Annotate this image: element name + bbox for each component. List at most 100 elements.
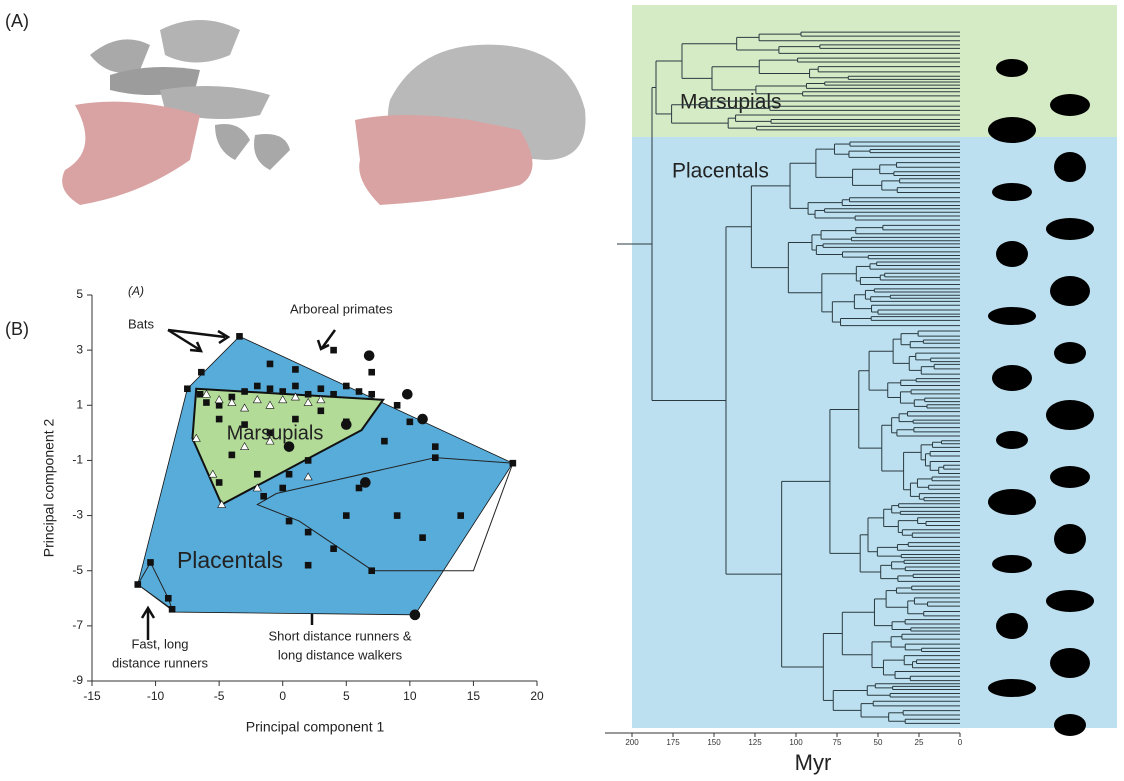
animal-silhouette [1054,524,1086,554]
x-tick-label: -5 [214,689,225,703]
point-square [253,470,261,478]
x-tick-label: 175 [666,738,680,747]
y-tick-label: 5 [76,287,83,301]
point-square [285,470,293,478]
y-tick-label: 3 [76,342,83,356]
point-square [184,385,191,393]
point-square [147,559,154,566]
panel-subtitle: (A) [128,284,144,298]
point-triangle [265,436,275,445]
y-axis-title: Principal component 2 [41,419,57,558]
x-tick-label: 50 [874,738,883,747]
animal-silhouette [996,241,1028,267]
annotation: Bats [128,316,155,331]
animal-silhouette [1054,152,1086,182]
point-square [241,421,248,428]
point-square [196,390,204,398]
point-square [304,561,312,569]
x-tick-label: 15 [467,689,481,703]
y-tick-label: -5 [72,563,83,577]
x-tick-label: 100 [789,738,803,747]
point-square [355,484,363,492]
point-circle [340,419,352,430]
point-square [393,512,401,519]
point-square [260,492,267,500]
animal-silhouette [988,307,1036,325]
point-square [292,415,299,423]
x-tick-label: 0 [958,738,963,747]
skull-exploded [62,20,290,205]
point-triangle [214,395,224,404]
point-square [241,388,248,395]
annotation: Marsupials [227,422,324,444]
panel-label: (B) [5,319,29,339]
point-triangle [278,395,288,404]
annotation: Placentals [177,547,283,573]
animal-silhouette [1054,342,1086,364]
y-tick-label: -1 [72,453,83,467]
point-square [168,606,176,613]
point-square [330,545,337,552]
point-triangle [191,433,201,442]
point-square [253,382,261,390]
point-square [198,368,205,376]
point-square [279,388,287,395]
point-square [330,346,337,354]
phylogeny [617,31,960,724]
point-triangle [252,483,262,492]
x-axis-title: Principal component 1 [246,719,385,735]
point-square [215,415,223,423]
panel-label: (A) [5,11,29,31]
point-triangle [227,397,237,406]
point-square [330,390,337,398]
point-square [381,437,388,445]
point-square [285,517,293,525]
clade-band [632,5,1117,137]
point-square [203,399,210,406]
group-outline [256,457,514,572]
point-square [355,388,363,395]
point-square [317,407,325,415]
point-square [393,401,401,409]
point-square [457,512,465,519]
animal-silhouette [1050,648,1090,678]
point-square [266,360,274,368]
x-tick-label: 20 [530,689,544,703]
point-square [431,454,439,461]
point-square [368,390,376,398]
point-square [292,382,299,390]
skull-assembled [355,44,586,205]
animal-silhouette [992,555,1032,573]
x-tick-label: -15 [83,689,101,703]
x-tick-label: 25 [915,738,924,747]
clade-label: Marsupials [680,91,782,114]
point-triangle [252,395,262,404]
annotation: distance runners [112,655,209,670]
point-square [368,567,376,575]
x-tick-label: 10 [403,689,417,703]
x-tick-label: 125 [748,738,762,747]
point-square [304,528,312,536]
annotation: Short distance runners & [268,628,411,643]
y-tick-label: -9 [72,673,83,687]
point-circle [283,441,295,452]
annotation: Arboreal primates [290,301,393,316]
point-square [279,484,287,492]
animal-silhouette [988,489,1036,515]
point-square [215,479,223,486]
animal-silhouette [992,183,1032,201]
point-square [304,390,312,398]
point-square [266,429,274,437]
point-square [236,333,243,340]
animal-silhouette [988,679,1036,697]
clade-band [632,137,1117,728]
point-square [215,401,223,409]
animal-silhouette [1050,466,1090,488]
point-triangle [208,469,218,478]
x-tick-label: 75 [833,738,842,747]
point-square [134,581,142,588]
x-tick-label: 0 [279,689,286,703]
point-square [431,443,439,450]
point-triangle [201,389,211,398]
